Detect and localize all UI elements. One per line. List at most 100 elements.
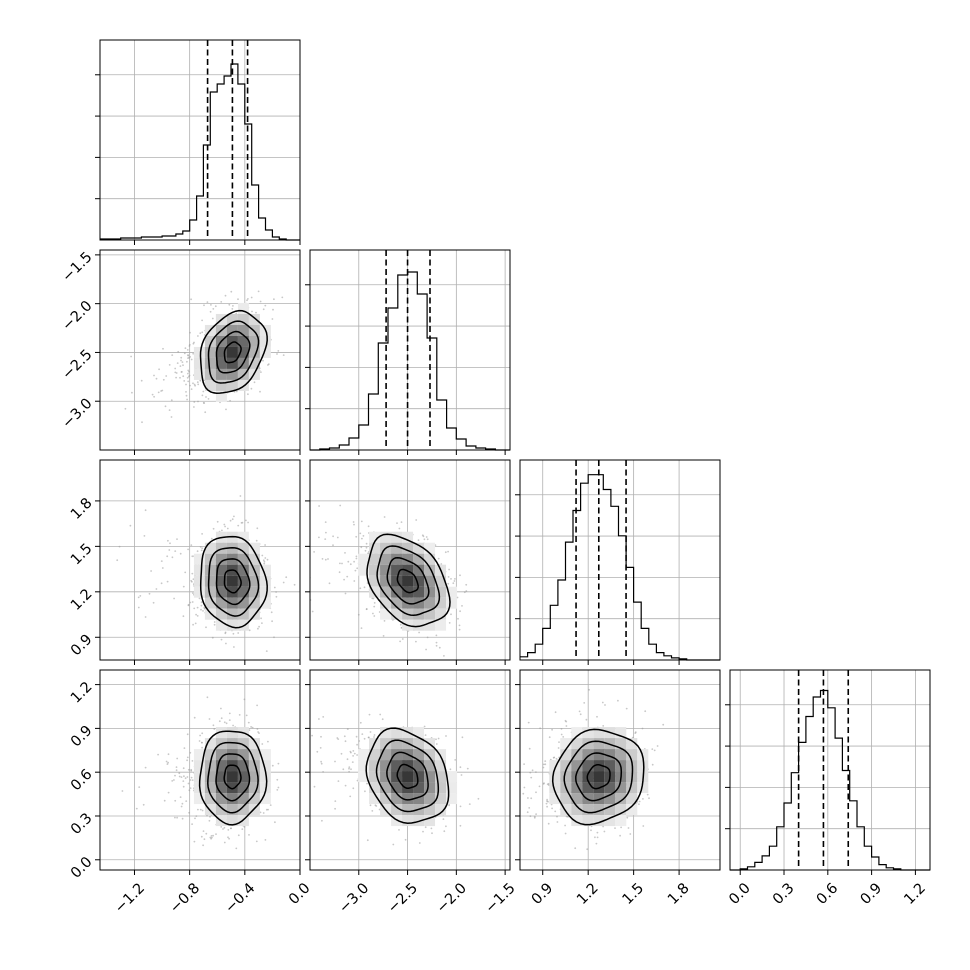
scatter-point <box>360 627 363 629</box>
scatter-point <box>437 737 440 740</box>
scatter-point <box>173 779 175 781</box>
scatter-point <box>170 416 173 418</box>
scatter-point <box>418 631 420 634</box>
scatter-point <box>200 549 203 552</box>
scatter-point <box>175 766 178 768</box>
scatter-point <box>174 799 177 802</box>
scatter-point <box>224 525 227 528</box>
density-cells <box>193 727 271 827</box>
density-cell <box>369 564 381 576</box>
scatter-point <box>216 520 219 523</box>
scatter-point <box>186 759 189 762</box>
scatter-point <box>210 835 213 837</box>
scatter-point <box>264 304 267 307</box>
scatter-point <box>263 562 266 565</box>
density-cell <box>215 586 227 598</box>
histogram-bin <box>176 234 183 240</box>
scatter-point <box>225 408 227 411</box>
density-cell <box>446 586 458 598</box>
scatter-point <box>201 741 203 744</box>
density-cell <box>259 749 271 761</box>
scatter-point <box>423 538 426 541</box>
scatter-point <box>426 538 429 541</box>
scatter-point <box>306 535 308 537</box>
scatter-point <box>223 826 226 829</box>
scatter-point <box>256 527 259 530</box>
scatter-point <box>203 304 205 307</box>
scatter-point <box>224 631 227 634</box>
scatter-point <box>167 761 170 764</box>
scatter-point <box>383 620 386 622</box>
scatter-point <box>160 560 163 562</box>
scatter-point <box>442 818 445 820</box>
density-cell <box>215 771 227 783</box>
density-cell <box>402 542 414 554</box>
scatter-point <box>301 535 303 537</box>
scatter-point <box>458 628 461 631</box>
scatter-point <box>230 827 233 830</box>
scatter-point <box>461 736 464 739</box>
density-cell <box>259 760 271 772</box>
scatter-point <box>220 707 222 710</box>
density-cell <box>237 608 249 620</box>
scatter-point <box>267 740 269 743</box>
scatter-point <box>139 595 142 597</box>
scatter-point <box>246 299 248 302</box>
scatter-point <box>372 612 374 615</box>
scatter-point <box>180 776 183 778</box>
contour-line <box>199 309 268 394</box>
scatter-point <box>304 720 306 722</box>
density-cell <box>193 793 205 805</box>
scatter-point <box>255 539 258 542</box>
histogram-bin <box>528 653 536 660</box>
density-cell <box>248 313 260 325</box>
scatter-point <box>178 775 181 778</box>
scatter-point <box>189 384 191 387</box>
density-cells <box>193 302 271 402</box>
histogram-bin <box>447 428 457 450</box>
scatter-point <box>121 790 124 792</box>
scatter-point <box>228 719 231 721</box>
scatter-point <box>200 835 203 838</box>
density-cell <box>248 749 260 761</box>
density-cell <box>226 346 238 358</box>
density-cell <box>369 586 381 598</box>
axes-frame <box>309 249 511 451</box>
scatter-point <box>162 378 165 381</box>
histogram-step <box>520 474 720 661</box>
scatter-point <box>235 390 238 393</box>
scatter-point <box>200 604 203 607</box>
scatter-point <box>354 569 357 572</box>
scatter-point <box>203 402 206 404</box>
scatter-point <box>454 578 456 580</box>
scatter-point <box>459 574 461 577</box>
scatter-point <box>188 374 191 377</box>
scatter-point <box>202 830 205 832</box>
scatter-point <box>169 542 171 545</box>
scatter-point <box>351 761 354 763</box>
scatter-point <box>356 779 359 782</box>
scatter-point <box>150 570 153 572</box>
scatter-point <box>300 729 302 731</box>
density-cell <box>391 553 403 565</box>
scatter-point <box>180 371 183 373</box>
scatter-point <box>286 537 288 539</box>
scatter-point <box>191 779 194 781</box>
scatter-point <box>160 582 163 585</box>
scatter-point <box>262 812 265 814</box>
scatter-point <box>400 521 403 523</box>
histogram-bin <box>550 605 558 660</box>
histogram-bin <box>864 846 871 870</box>
scatter-point <box>238 714 241 716</box>
scatter-point <box>267 364 269 366</box>
scatter-point <box>320 735 322 738</box>
scatter-point <box>197 383 200 386</box>
scatter-point <box>210 304 212 306</box>
scatter-point <box>248 729 251 731</box>
panel-body <box>116 495 296 652</box>
scatter-point <box>157 753 160 756</box>
scatter-point <box>241 521 244 524</box>
scatter-point <box>360 546 363 549</box>
scatter-point <box>191 760 194 762</box>
density-cell <box>215 553 227 565</box>
